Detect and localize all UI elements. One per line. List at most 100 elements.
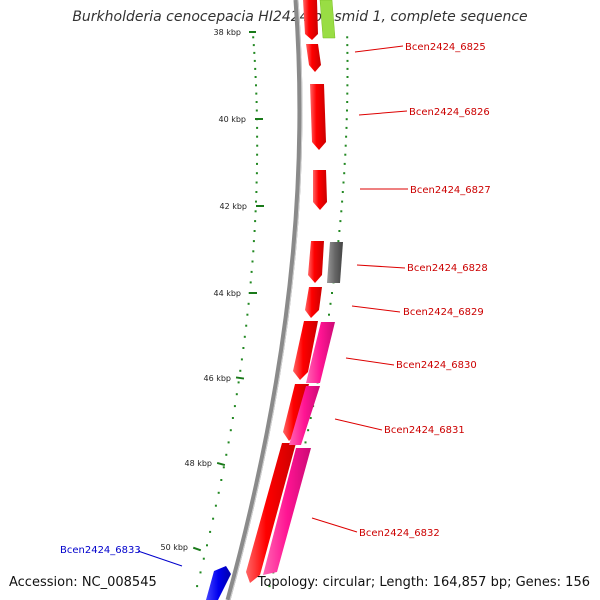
- kbp-label-40: 40 kbp: [218, 115, 246, 124]
- gene-label-6829[interactable]: Bcen2424_6829: [403, 307, 484, 318]
- tick-38: [249, 31, 256, 33]
- leader-6825: [354, 45, 404, 53]
- inner-ruler-dot: [252, 36, 255, 39]
- outer-ruler-dot: [328, 313, 330, 316]
- gene-label-6828[interactable]: Bcen2424_6828: [407, 263, 488, 274]
- inner-ruler-dot: [229, 429, 232, 432]
- gene-label-6830[interactable]: Bcen2424_6830: [396, 360, 477, 371]
- outer-ruler-dot: [309, 417, 312, 419]
- accession-text: Accession: NC_008545: [9, 575, 157, 590]
- outer-ruler-dot: [346, 67, 349, 70]
- outer-ruler-dot: [329, 302, 332, 305]
- map-title: Burkholderia cenocepacia HI2424 plasmid …: [72, 9, 528, 25]
- inner-ruler-dot: [256, 126, 259, 129]
- gene-6825[interactable]: [306, 44, 321, 72]
- gene-label-6825[interactable]: Bcen2424_6825: [405, 42, 486, 53]
- gene-label-6832[interactable]: Bcen2424_6832: [359, 528, 440, 539]
- gene-6828-red[interactable]: [308, 241, 324, 283]
- outer-ruler-dot: [346, 36, 349, 39]
- outer-ruler-dot: [346, 59, 349, 62]
- inner-ruler-dot: [253, 51, 256, 54]
- gene-6832-red[interactable]: [246, 443, 296, 583]
- kbp-label-38: 38 kbp: [213, 28, 241, 37]
- outer-ruler-dot: [331, 292, 333, 294]
- inner-ruler-dot: [254, 220, 257, 223]
- inner-ruler-dot: [222, 466, 225, 469]
- kbp-label-50: 50 kbp: [160, 543, 188, 552]
- leader-6826: [358, 110, 408, 116]
- inner-ruler-dot: [212, 517, 215, 520]
- inner-ruler-dot: [254, 76, 257, 78]
- tick-50: [192, 546, 202, 552]
- reverse-genes: [206, 0, 343, 600]
- inner-ruler-dot: [225, 453, 228, 456]
- inner-ruler-dot: [206, 544, 208, 547]
- inner-ruler-dot: [252, 240, 255, 243]
- outer-ruler-dot: [341, 200, 344, 203]
- leader-6829: [351, 305, 401, 313]
- gene-label-6826[interactable]: Bcen2424_6826: [409, 107, 490, 118]
- inner-ruler-dot: [239, 369, 242, 372]
- inner-ruler-dot: [227, 441, 230, 444]
- gene-label-6827[interactable]: Bcen2424_6827: [410, 185, 491, 196]
- inner-ruler-dot: [255, 84, 257, 87]
- inner-ruler-dot: [256, 135, 259, 138]
- inner-ruler-dot: [196, 585, 199, 588]
- inner-ruler-dot: [254, 210, 257, 213]
- inner-ruler-dot: [256, 153, 259, 156]
- gene-6832-pink[interactable]: [263, 448, 311, 575]
- gene-6830-pink[interactable]: [306, 322, 335, 383]
- gene-6829[interactable]: [305, 287, 322, 318]
- outer-ruler-dot: [344, 144, 347, 147]
- inner-ruler-dot: [209, 530, 212, 533]
- outer-ruler-dot: [339, 220, 342, 223]
- kbp-label-48: 48 kbp: [184, 459, 212, 468]
- inner-ruler-dot: [255, 200, 257, 203]
- outer-ruler-dot: [346, 109, 348, 112]
- leader-6828: [356, 264, 406, 269]
- leader-6833: [137, 550, 183, 567]
- outer-ruler-dot: [343, 162, 346, 165]
- outer-ruler-dot: [346, 101, 349, 103]
- backbone-highlight: [229, 0, 303, 600]
- inner-ruler-dot: [237, 381, 240, 384]
- gene-label-6831[interactable]: Bcen2424_6831: [384, 425, 465, 436]
- inner-ruler-dot: [235, 393, 238, 396]
- gene-6825-top[interactable]: [303, 0, 318, 40]
- tick-44: [249, 292, 257, 294]
- tick-40: [255, 118, 263, 120]
- inner-ruler-dot: [255, 92, 258, 95]
- outer-ruler-dot: [345, 135, 348, 138]
- inner-ruler-dot: [199, 571, 202, 574]
- gene-6826[interactable]: [310, 84, 326, 150]
- gene-labels: Bcen2424_6825 Bcen2424_6826 Bcen2424_682…: [60, 42, 491, 556]
- inner-ruler-dot: [256, 162, 258, 165]
- inner-ruler-dot: [214, 504, 217, 507]
- inner-ruler-dot: [243, 335, 246, 338]
- gene-green[interactable]: [319, 0, 336, 39]
- inner-ruler-dot: [202, 557, 205, 560]
- gene-6828-gray[interactable]: [327, 242, 343, 283]
- gene-6827[interactable]: [313, 170, 327, 210]
- inner-ruler-dot: [252, 250, 255, 253]
- gene-6833-blue[interactable]: [206, 566, 231, 600]
- outer-ruler-dot: [346, 44, 349, 47]
- outer-ruler-dot: [341, 191, 344, 193]
- gene-6830-red[interactable]: [293, 321, 318, 380]
- inner-ruler-dot: [251, 260, 254, 263]
- inner-ruler-dot: [217, 491, 220, 494]
- tick-48: [216, 461, 226, 467]
- inner-ruler-dot: [247, 302, 250, 305]
- inner-ruler-dot: [249, 281, 252, 284]
- gene-label-6833[interactable]: Bcen2424_6833: [60, 545, 141, 556]
- kbp-label-44: 44 kbp: [213, 289, 241, 298]
- topology-text: Topology: circular; Length: 164,857 bp; …: [257, 575, 590, 590]
- leader-6832: [311, 517, 358, 533]
- tick-46: [235, 376, 245, 380]
- outer-ruler-dot: [342, 181, 345, 184]
- kbp-scale: 38 kbp 40 kbp 42 kbp 44 kbp 46 kbp 48 kb…: [160, 28, 264, 552]
- outer-ruler-dot: [346, 92, 349, 95]
- inner-ruler-dot: [255, 109, 258, 112]
- gene-6831-pink[interactable]: [289, 386, 320, 445]
